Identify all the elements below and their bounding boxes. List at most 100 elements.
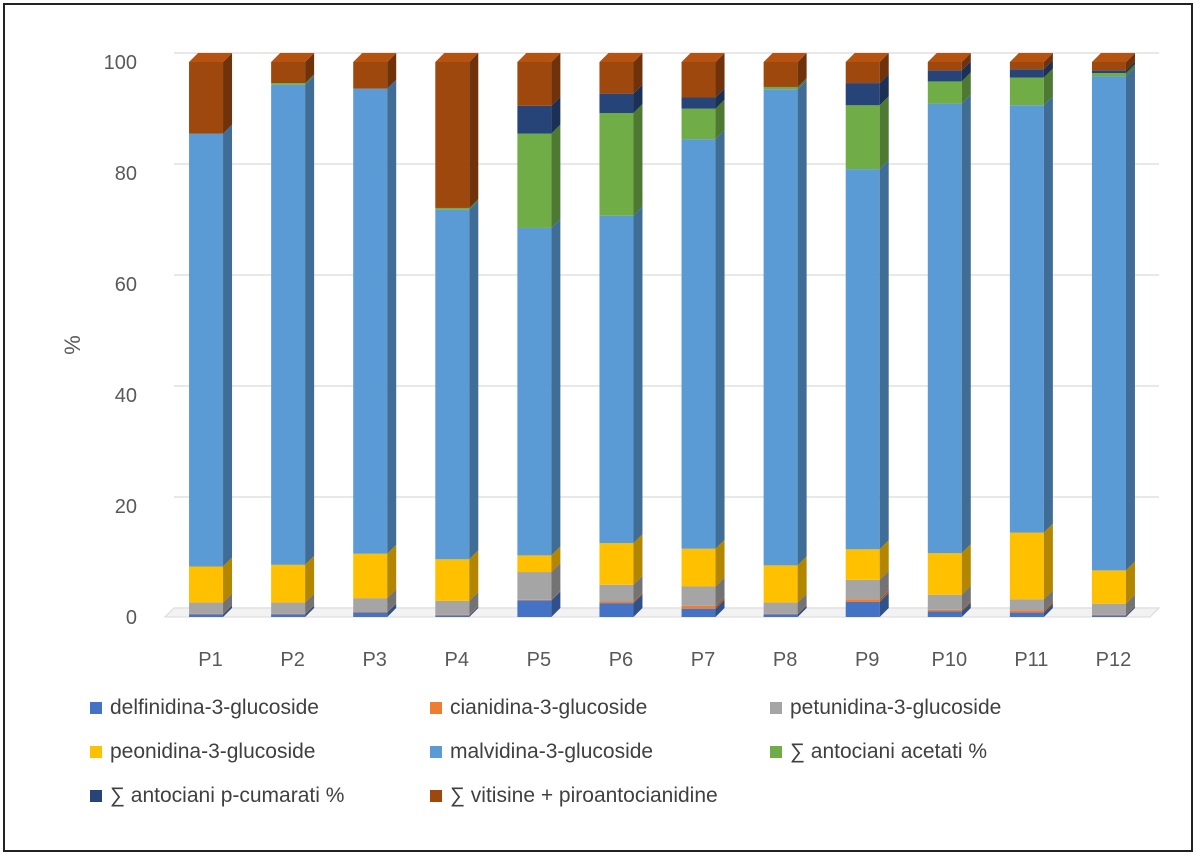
bar-side xyxy=(551,96,561,134)
bar-side xyxy=(961,72,971,104)
x-tick-label: P6 xyxy=(609,649,633,671)
bar-segment xyxy=(517,546,561,573)
x-tick-label: P7 xyxy=(691,649,715,671)
legend-swatch xyxy=(430,702,442,714)
bar-segment xyxy=(517,218,561,556)
bar-front xyxy=(681,97,716,109)
bar-front xyxy=(271,62,306,84)
bar-side xyxy=(551,591,561,617)
bar-front xyxy=(681,62,716,98)
bar-front xyxy=(681,608,716,617)
bar-segment xyxy=(517,591,561,617)
bar-side xyxy=(797,80,807,566)
bar-front xyxy=(517,227,552,556)
bar-top xyxy=(517,53,561,62)
bar-segment xyxy=(1091,606,1135,617)
legend-item: delfinidina-3-glucoside xyxy=(90,695,430,721)
bar-front xyxy=(189,602,224,614)
bar-segment xyxy=(845,53,889,84)
bar-segment xyxy=(435,198,479,210)
bar-side xyxy=(551,546,561,573)
y-axis-label: % xyxy=(60,335,85,355)
bar-segment xyxy=(353,53,397,89)
bar-side xyxy=(305,555,315,603)
bar-front xyxy=(927,81,962,104)
bar-side xyxy=(305,74,315,85)
bar-top xyxy=(845,53,889,62)
bar-segment xyxy=(845,570,889,600)
legend-swatch xyxy=(430,790,442,802)
bar-segment xyxy=(189,53,233,134)
bar-front xyxy=(763,614,798,617)
y-tick-label: 0 xyxy=(126,607,137,629)
legend-swatch xyxy=(770,746,782,758)
bar-segment xyxy=(1009,590,1053,611)
x-tick-label: P9 xyxy=(855,649,879,671)
bar-front xyxy=(1009,105,1044,533)
bar-segment xyxy=(1091,67,1135,571)
x-tick-label: P11 xyxy=(1014,649,1048,671)
bar-front xyxy=(353,612,388,617)
x-tick-label: P10 xyxy=(931,649,967,671)
x-tick-label: P12 xyxy=(1096,649,1132,671)
bar-side xyxy=(715,53,725,98)
bar-front xyxy=(271,602,306,614)
bar-segment xyxy=(1009,96,1053,533)
bar-front xyxy=(681,586,716,606)
bar-front xyxy=(845,602,880,617)
bar-front xyxy=(681,605,716,609)
bar-segment xyxy=(435,606,479,617)
bar-side xyxy=(223,557,233,603)
bar-front xyxy=(927,611,962,617)
bar-segment xyxy=(763,556,807,603)
bar-front xyxy=(435,559,470,601)
bar-front xyxy=(517,572,552,600)
bar-side xyxy=(797,53,807,87)
bar-front xyxy=(599,603,634,617)
bars xyxy=(189,53,1135,617)
bar-top xyxy=(435,53,479,62)
bar-segment xyxy=(189,557,233,603)
bar-front xyxy=(681,108,716,140)
bar-side xyxy=(223,604,233,615)
bar-side xyxy=(223,593,233,614)
bar-segment xyxy=(927,602,971,617)
bar-side xyxy=(469,591,479,615)
bar-side xyxy=(551,563,561,600)
bar-segment xyxy=(1009,603,1053,617)
bar-segment xyxy=(1009,60,1053,78)
bar-side xyxy=(961,53,971,71)
bar-front xyxy=(927,70,962,82)
bar-front xyxy=(353,598,388,613)
legend-label: peonidina-3-glucoside xyxy=(110,740,316,763)
bar-segment xyxy=(353,603,397,613)
bar-side xyxy=(1125,53,1135,71)
bar-segment xyxy=(1091,61,1135,74)
bar-segment xyxy=(1091,594,1135,615)
bar-front xyxy=(927,594,962,610)
legend-item: ∑ vitisine + piroantocianidine xyxy=(430,783,770,809)
bar-front xyxy=(435,209,470,560)
bar-front xyxy=(1009,610,1044,613)
bar-segment xyxy=(681,539,725,587)
bar-front xyxy=(763,62,798,87)
bar-side xyxy=(1125,605,1135,616)
bar-side xyxy=(961,585,971,610)
y-tick-label: 60 xyxy=(115,274,137,296)
bar-front xyxy=(517,555,552,573)
bar-front xyxy=(845,599,880,603)
bar-front xyxy=(1091,76,1126,571)
bar-side xyxy=(879,540,889,580)
legend-item: ∑ antociani p-cumarati % xyxy=(90,783,430,809)
legend-item: cianidina-3-glucoside xyxy=(430,695,770,721)
bar-front xyxy=(763,565,798,603)
bar-side xyxy=(797,77,807,90)
bar-front xyxy=(435,600,470,615)
bar-side xyxy=(879,53,889,84)
bar-top xyxy=(681,53,725,62)
bar-segment xyxy=(271,555,315,603)
bar-segment xyxy=(1091,605,1135,616)
bar-side xyxy=(961,600,971,612)
bar-front xyxy=(353,88,388,554)
bar-front xyxy=(1091,615,1126,617)
